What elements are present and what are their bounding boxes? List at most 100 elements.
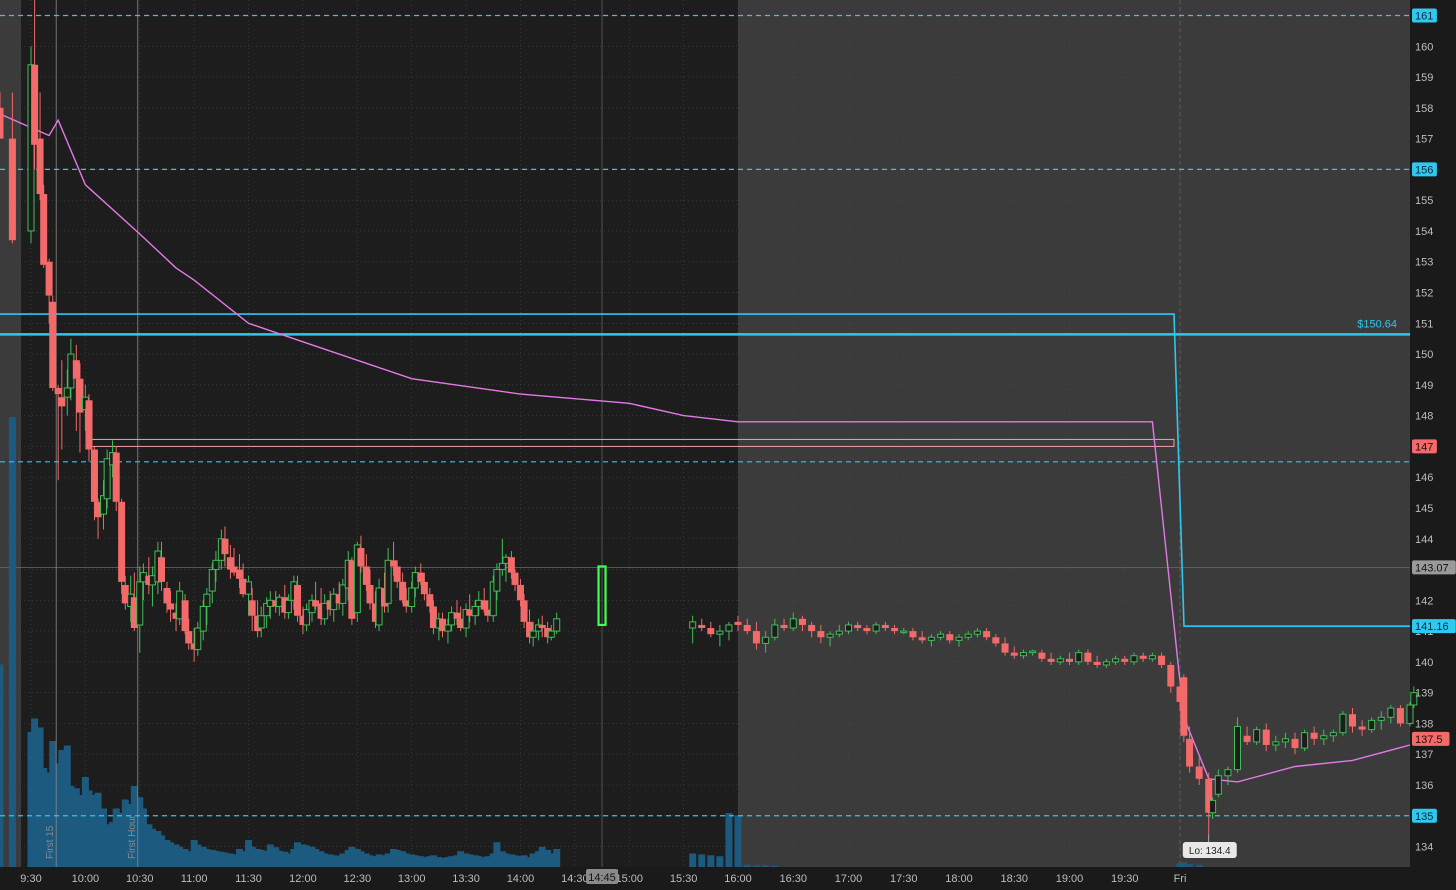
time-tick-label: Fri xyxy=(1174,873,1187,885)
price-axis[interactable]: 1341351361371381391401411421431441451461… xyxy=(1412,8,1456,854)
candle-body xyxy=(136,581,144,626)
time-tick-label: 14:30 xyxy=(561,873,589,885)
candle-body xyxy=(1396,708,1404,724)
candle-body xyxy=(72,360,80,379)
candle-body xyxy=(1291,738,1299,749)
volume-bar xyxy=(381,855,388,867)
volume-bar xyxy=(303,845,311,867)
candle-body xyxy=(471,605,479,617)
candle-body xyxy=(371,603,379,622)
volume-bar xyxy=(547,853,555,867)
candle-body xyxy=(58,397,66,407)
candle-body xyxy=(771,624,779,638)
candle-body xyxy=(1195,766,1203,779)
volume-bar xyxy=(154,831,162,867)
volume-bar xyxy=(181,849,189,867)
volume-bar xyxy=(72,788,80,867)
candle-body xyxy=(254,615,262,632)
candle-body xyxy=(1349,714,1356,727)
candle-body xyxy=(1320,735,1328,740)
candle-body xyxy=(689,621,697,629)
candle-body xyxy=(1084,652,1092,662)
candle-body xyxy=(248,600,256,616)
candle-body xyxy=(1038,652,1046,659)
candle-body xyxy=(453,612,461,619)
volume-bar xyxy=(411,855,419,867)
candles xyxy=(0,0,1418,835)
candle-body xyxy=(1180,677,1188,736)
volume-bar xyxy=(254,849,262,867)
time-axis[interactable]: 9:30 10:00 10:30 11:00 11:30 12:00 12:30 13:00 1… xyxy=(0,869,1186,885)
candle-body xyxy=(529,630,537,638)
volume-bar xyxy=(58,750,66,867)
level-label: $150.64 xyxy=(1357,318,1397,330)
candle-body xyxy=(725,624,733,632)
candle-body xyxy=(707,628,715,635)
candle-body xyxy=(1329,732,1337,737)
candle-body xyxy=(1310,732,1318,739)
time-tick-label: 18:00 xyxy=(945,873,973,885)
candle-body xyxy=(226,557,234,570)
candle-body xyxy=(909,631,917,638)
candle-body xyxy=(1224,769,1232,777)
volume-bar xyxy=(167,842,175,867)
price-tick-label: 152 xyxy=(1415,288,1433,300)
candle-body xyxy=(245,581,253,595)
price-tag-box xyxy=(1412,619,1456,634)
volume-bars xyxy=(0,417,1203,867)
volume-bar xyxy=(299,844,307,867)
candle-body xyxy=(1301,732,1309,749)
volume-bar xyxy=(145,824,153,867)
candle-body xyxy=(1121,658,1129,662)
volume-bar xyxy=(263,850,271,867)
candle-body xyxy=(1262,729,1270,745)
price-tick-label: 144 xyxy=(1415,534,1433,546)
price-tick-label: 136 xyxy=(1415,780,1433,792)
candle-body xyxy=(1253,729,1261,743)
volume-bar xyxy=(226,853,234,867)
time-tick-label: 10:00 xyxy=(72,873,100,885)
volume-bar xyxy=(384,853,392,867)
candle-body xyxy=(303,609,311,626)
volume-bar xyxy=(480,857,488,867)
candle-body xyxy=(199,605,207,632)
candle-body xyxy=(284,599,292,614)
price-tick-label: 159 xyxy=(1415,72,1433,84)
candle-body xyxy=(390,560,398,567)
volume-bar xyxy=(752,865,760,867)
candle-body xyxy=(429,606,437,629)
candle-body xyxy=(49,301,57,388)
candle-body xyxy=(100,495,108,515)
volume-bar xyxy=(109,822,117,867)
time-tick-label: 10:30 xyxy=(126,873,154,885)
price-tag-box xyxy=(1412,560,1456,575)
volume-bar xyxy=(698,854,706,867)
volume-bar xyxy=(502,853,510,867)
candle-body xyxy=(1209,799,1217,814)
volume-bar xyxy=(112,808,120,867)
candle-body xyxy=(1102,661,1110,666)
horizontal-levels[interactable]: $150.64 xyxy=(0,14,1410,817)
time-cursor-box xyxy=(586,869,619,884)
candle-body xyxy=(808,624,816,632)
candle-body xyxy=(1281,738,1289,743)
candle-body xyxy=(817,631,825,638)
volume-bar xyxy=(393,849,401,867)
candle-body xyxy=(194,627,202,651)
volume-bar xyxy=(127,804,135,867)
candle-body xyxy=(544,628,552,638)
volume-bar xyxy=(76,795,84,867)
candle-body xyxy=(1029,650,1037,654)
candle-body xyxy=(1387,707,1395,718)
volume-bar xyxy=(203,849,211,867)
volume-bar xyxy=(8,417,16,867)
candle-body xyxy=(348,560,356,619)
time-tick-label: 9:30 xyxy=(20,873,41,885)
price-tick-label: 151 xyxy=(1415,318,1433,330)
candle-body xyxy=(863,628,871,632)
candle-body xyxy=(45,261,53,296)
candle-body xyxy=(462,609,470,629)
candle-body xyxy=(516,584,524,601)
